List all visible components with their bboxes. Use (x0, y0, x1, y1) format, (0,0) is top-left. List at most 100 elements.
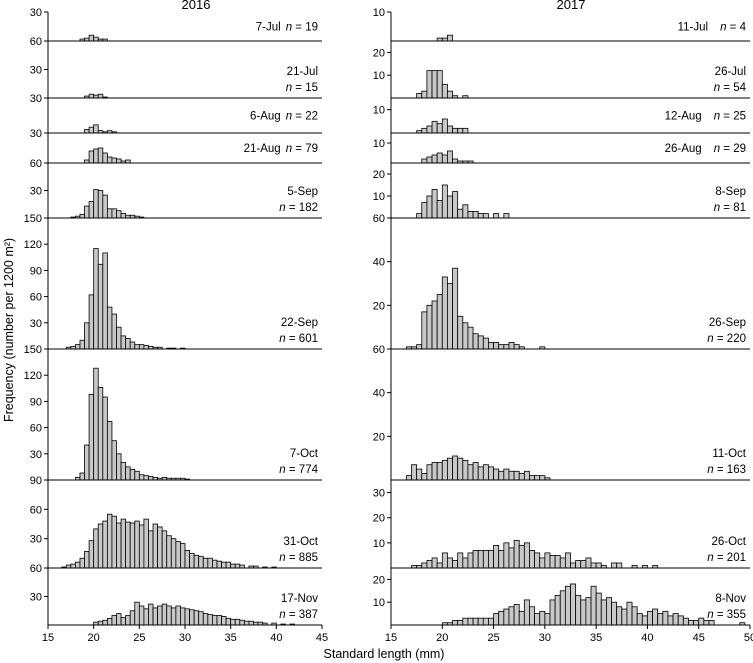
histogram-bar (452, 191, 459, 219)
histogram-bar (93, 248, 99, 350)
histogram-bar (79, 339, 85, 350)
histogram-bar (157, 526, 163, 569)
histogram-bar (230, 618, 236, 626)
histogram-bar (88, 93, 95, 99)
x-tick-label: 35 (590, 632, 602, 644)
histogram-bar (106, 208, 113, 219)
y-tick-label: 30 (30, 592, 42, 604)
x-tick-label: 30 (179, 632, 191, 644)
histogram-bar (631, 606, 638, 626)
y-tick-label: 60 (30, 504, 42, 516)
y-tick-label: 20 (373, 431, 385, 443)
histogram-bar (472, 462, 479, 481)
histogram-bar (482, 337, 489, 350)
histogram-bar (166, 605, 172, 626)
histogram-bar (93, 36, 99, 42)
y-tick-label: 20 (373, 47, 385, 59)
histogram-bar (421, 311, 428, 350)
y-tick-label: 10 (373, 7, 385, 19)
panel-date-label: 26-Jul (715, 66, 746, 78)
histogram-bar (493, 213, 500, 219)
histogram-bar (79, 557, 85, 569)
histogram-bar (106, 513, 113, 569)
histogram-bar (75, 561, 81, 569)
histogram-bar (198, 555, 204, 569)
histogram-bar (508, 342, 515, 350)
histogram-bar (611, 601, 618, 626)
x-tick-label: 20 (436, 632, 448, 644)
histogram-bar (143, 608, 149, 626)
panel-n-label: n = 163 (707, 464, 746, 476)
histogram-bar (221, 616, 227, 626)
histogram-bar (708, 620, 715, 626)
histogram-bar (436, 199, 443, 219)
histogram-bar (472, 333, 479, 350)
histogram-bar (441, 154, 448, 164)
histogram-bar (148, 603, 154, 626)
histogram-bar (462, 204, 469, 219)
histogram-bar (518, 544, 525, 569)
histogram-bar (239, 619, 245, 626)
histogram-bar (189, 609, 195, 626)
histogram-bar (467, 617, 474, 626)
histogram-bar (441, 118, 448, 134)
histogram-bar (539, 610, 546, 626)
histogram-bar (93, 528, 99, 569)
histogram-bar (106, 156, 113, 164)
histogram-bar (498, 550, 505, 569)
y-tick-label: 150 (24, 344, 42, 356)
panel-n-label: n = 81 (714, 202, 746, 214)
histogram-bar (79, 472, 85, 481)
panel-n-label: n = 25 (714, 111, 746, 123)
histogram-bar (585, 597, 592, 626)
histogram-bar (405, 475, 412, 481)
histogram-bar (452, 267, 459, 350)
panel-date-label: 7-Jul (256, 22, 281, 34)
histogram-bar (125, 338, 131, 350)
histogram-bar (477, 550, 484, 569)
histogram-bar (189, 552, 195, 569)
histogram-bar (102, 152, 108, 164)
histogram-bar (580, 560, 587, 569)
histogram-bar (102, 396, 108, 481)
histogram-bar (193, 554, 200, 569)
histogram-bar (447, 195, 453, 219)
histogram-bar (120, 462, 127, 481)
histogram-bar (477, 617, 484, 626)
y-tick-label: 20 (373, 300, 385, 312)
histogram-bar (88, 540, 95, 569)
histogram-bar (590, 562, 597, 569)
y-tick-label: 40 (373, 257, 385, 269)
panel-date-label: 21-Jul (287, 66, 318, 78)
histogram-bar (503, 608, 510, 626)
histogram-bar (441, 459, 448, 481)
histogram-bar (529, 606, 535, 626)
panel-n-label: n = 29 (714, 143, 746, 155)
histogram-bar (421, 202, 428, 219)
x-tick-label: 50 (744, 632, 753, 644)
panel-2017-26-Sep: 20 40 60 26-Sep n = 220 (373, 213, 750, 350)
y-tick-label: 10 (373, 138, 385, 150)
histogram-bar (539, 557, 546, 569)
histogram-bar (682, 617, 689, 626)
histogram-bar (477, 466, 484, 481)
histogram-bar (493, 613, 500, 626)
y-tick-label: 60 (373, 344, 385, 356)
panel-n-label: n = 54 (714, 82, 747, 94)
histogram-bar (161, 530, 168, 569)
histogram-bar (102, 619, 108, 626)
histogram-bar (170, 607, 177, 626)
y-tick-label: 90 (30, 265, 42, 277)
histogram-bar (626, 601, 633, 626)
histogram-bar (431, 70, 438, 99)
y-tick-label: 60 (30, 423, 42, 435)
histogram-bar (616, 606, 623, 626)
histogram-bar (575, 560, 582, 569)
histogram-bar (503, 344, 510, 350)
histogram-bar (544, 613, 551, 626)
histogram-bar (198, 611, 204, 626)
histogram-bar (93, 367, 99, 481)
x-tick-label: 45 (316, 632, 328, 644)
histogram-bar (416, 93, 423, 99)
histogram-bar (88, 126, 95, 134)
